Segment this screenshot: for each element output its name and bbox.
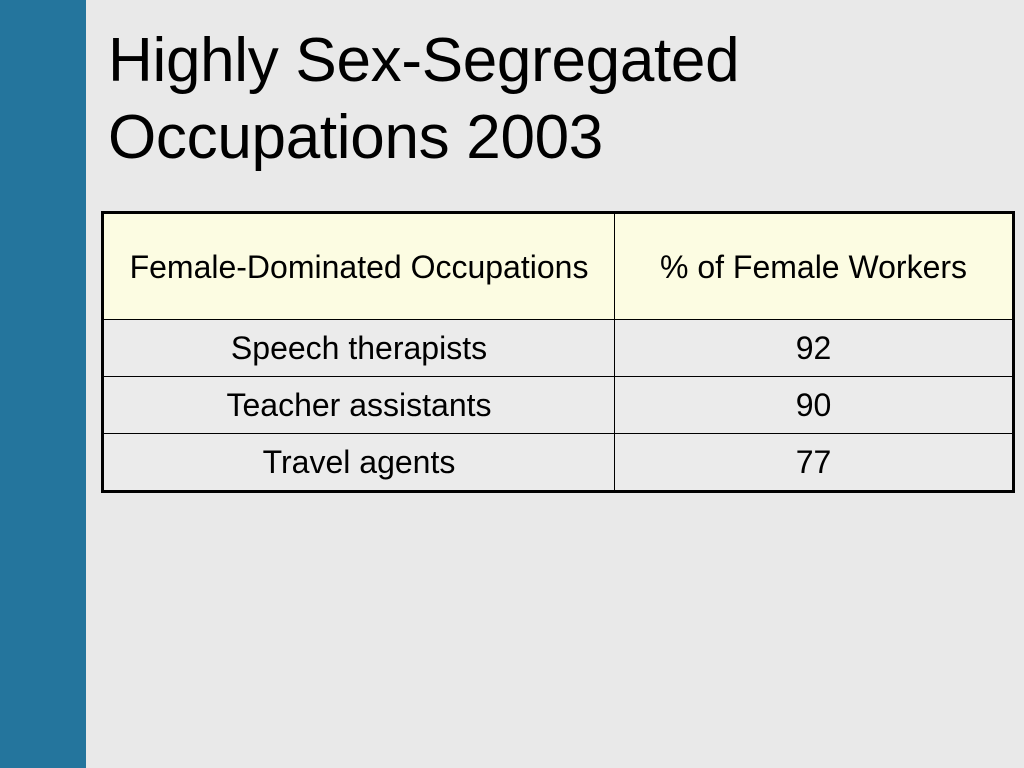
slide-title-line-2: Occupations 2003 — [108, 103, 603, 172]
column-header-percent-female: % of Female Workers — [614, 212, 1014, 320]
table-header-row: Female-Dominated Occupations % of Female… — [102, 212, 1014, 320]
table-row: Travel agents 77 — [102, 433, 1014, 492]
table-row: Speech therapists 92 — [102, 319, 1014, 377]
slide-title-line-1: Highly Sex-Segregated — [108, 26, 740, 95]
percent-cell: 92 — [614, 319, 1014, 377]
occupation-cell: Travel agents — [102, 433, 615, 492]
occupations-table: Female-Dominated Occupations % of Female… — [101, 211, 1015, 493]
table-row: Teacher assistants 90 — [102, 376, 1014, 434]
side-accent-bar — [0, 0, 86, 768]
occupation-cell: Teacher assistants — [102, 376, 615, 434]
slide-title: Highly Sex-Segregated Occupations 2003 — [108, 22, 988, 176]
occupation-cell: Speech therapists — [102, 319, 615, 377]
percent-cell: 90 — [614, 376, 1014, 434]
column-header-occupation: Female-Dominated Occupations — [102, 212, 615, 320]
percent-cell: 77 — [614, 433, 1014, 492]
